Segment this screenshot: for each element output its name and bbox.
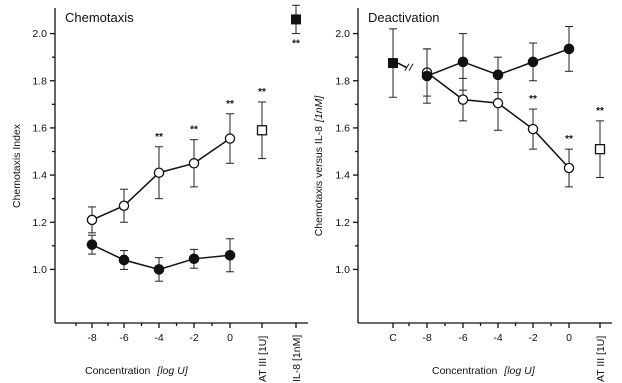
panel-1-axis-break-mark xyxy=(408,63,414,72)
panel-0-series-1-point xyxy=(118,254,130,266)
panel-1-y-label-text: Chemotaxis versus IL-8 xyxy=(313,126,325,236)
panel-0-x-tick-label: -4 xyxy=(154,332,163,344)
panel-0-x-tick-label: 0 xyxy=(227,332,233,344)
panel-1-series-0-significance: ** xyxy=(529,94,537,105)
panel-0-extra-category-label: IL-8 [1nM] xyxy=(291,335,303,382)
panel-0-single-0-significance: ** xyxy=(258,87,266,98)
panel-1-x-tick-label: -8 xyxy=(422,332,431,344)
panel-1-x-label-unit: [log U] xyxy=(503,365,535,377)
panel-0-series-0-point xyxy=(86,214,98,226)
panel-1-control-point xyxy=(388,58,398,69)
panel-0-series-0-significance: ** xyxy=(226,99,234,110)
panel-0-y-tick-label: 1.0 xyxy=(32,264,47,276)
panel-1-y-tick-label: 1.0 xyxy=(335,264,350,276)
panel-1-control-connector xyxy=(397,62,408,69)
panel-1-series-1-point xyxy=(527,56,539,68)
panel-1-y-tick-label: 1.8 xyxy=(335,75,350,87)
panel-0-series-1-point xyxy=(188,253,200,265)
panel-0-single-1-significance: ** xyxy=(292,39,300,50)
panel-0-series-0-point xyxy=(188,158,200,169)
panel-1-single-0-point xyxy=(594,143,606,155)
panel-1-y-tick-label: 1.6 xyxy=(335,122,350,134)
panel-1-control-label: C xyxy=(389,332,397,344)
panel-0-series-1-point xyxy=(153,264,165,275)
panel-0-x-label-unit: [log U] xyxy=(156,365,188,377)
panel-0-series-1-point xyxy=(86,239,98,250)
panel-1-series-0-point xyxy=(527,123,539,135)
panel-0-single-1-point xyxy=(291,14,301,25)
panel-0-y-tick-label: 1.2 xyxy=(32,217,47,229)
panel-1-series-0-point xyxy=(563,162,575,174)
panel-1-title: Deactivation xyxy=(368,10,440,25)
panel-0-y-tick-label: 1.4 xyxy=(32,170,47,182)
panel-1-series-1-point xyxy=(563,43,575,55)
panel-0-series-0-point xyxy=(118,200,130,211)
panel-0-series-1-point xyxy=(224,249,236,261)
panel-0-series-0-line xyxy=(91,137,231,221)
panel-1-y-tick-label: 1.2 xyxy=(335,217,350,229)
panel-0-y-tick-label: 1.8 xyxy=(32,75,47,87)
panel-0-single-0-point xyxy=(256,125,268,136)
panel-0-y-label: Chemotaxis Index xyxy=(11,123,23,208)
panel-1-y-label-unit: [1nM] xyxy=(313,95,325,123)
panel-0-series-0-point xyxy=(224,133,236,144)
panel-0-x-tick-label: -2 xyxy=(189,332,198,344)
panel-1-single-0-significance: ** xyxy=(596,106,604,117)
panel-0-y-label-text: Chemotaxis Index xyxy=(11,123,23,208)
panel-1-y-tick-label: 2.0 xyxy=(335,28,350,40)
panel-1-series-1-point xyxy=(492,69,504,81)
panel-1-y-tick-label: 1.4 xyxy=(335,170,350,182)
panel-0-series-0-significance: ** xyxy=(190,125,198,136)
panel-1-extra-category-label: AT III [1U] xyxy=(595,336,607,382)
panel-1-series-0-point xyxy=(457,94,469,105)
panel-0-y-tick-label: 1.6 xyxy=(32,122,47,134)
panel-1-axis-break-mark xyxy=(404,63,410,72)
panel-1-x-tick-label: -6 xyxy=(458,332,467,344)
panel-1-x-tick-label: 0 xyxy=(566,332,572,344)
panel-0-y-tick-label: 2.0 xyxy=(32,28,47,40)
panel-0-x-tick-label: -8 xyxy=(87,332,96,344)
panel-0-x-tick-label: -6 xyxy=(119,332,128,344)
panel-0-x-label-text: Concentration xyxy=(85,365,153,377)
panel-0-x-label: Concentration [log U] xyxy=(85,365,189,377)
panel-0-series-0-significance: ** xyxy=(155,132,163,143)
panel-1-x-tick-label: -4 xyxy=(493,332,502,344)
panel-0-title: Chemotaxis xyxy=(65,10,134,25)
panel-1-x-label-text: Concentration xyxy=(432,365,500,377)
panel-1-y-label: Chemotaxis versus IL-8 [1nM] xyxy=(313,95,325,237)
panel-1-x-tick-label: -2 xyxy=(528,332,537,344)
panel-1-series-1-point xyxy=(457,56,469,68)
panel-1-series-0-point xyxy=(492,97,504,109)
panel-1-x-label: Concentration [log U] xyxy=(432,365,536,377)
panel-0-extra-category-label: AT III [1U] xyxy=(257,336,269,382)
panel-1-series-0-significance: ** xyxy=(565,134,573,145)
panel-1-series-1-point xyxy=(421,70,433,82)
panel-0-series-0-point xyxy=(153,167,165,178)
